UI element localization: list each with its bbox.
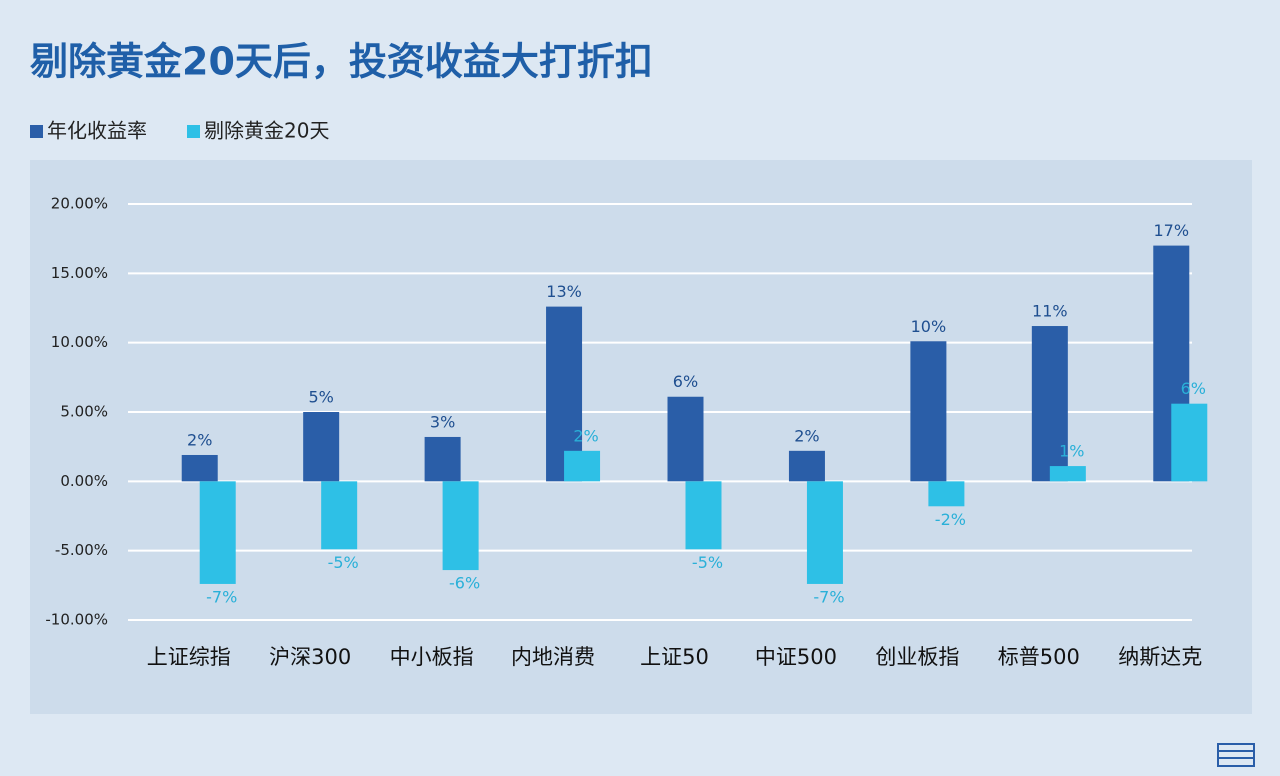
value-label: 6% [1181,379,1206,398]
bar [788,450,825,482]
legend-swatch [30,125,43,138]
bar [685,481,722,550]
plot-panel [30,160,1252,714]
bar [321,481,358,550]
bar [442,481,479,571]
bar [181,454,218,482]
y-tick-label: 20.00% [51,195,108,213]
value-label: -5% [692,553,723,572]
value-label: 3% [430,412,455,431]
x-tick-label: 创业板指 [875,645,959,669]
x-tick-label: 沪深300 [269,645,351,669]
value-label: -6% [449,574,480,593]
y-tick-label: 10.00% [51,333,108,351]
legend-label: 年化收益率 [47,119,147,143]
legend-swatch [187,125,200,138]
value-label: 17% [1153,221,1189,240]
value-label: 1% [1059,442,1084,461]
y-tick-label: -10.00% [45,611,108,629]
value-label: -7% [206,587,237,606]
y-tick-label: 0.00% [60,472,108,490]
bar [928,481,965,507]
value-label: 10% [911,317,947,336]
y-tick-label: -5.00% [55,541,108,559]
value-label: 2% [794,426,819,445]
x-tick-label: 纳斯达克 [1118,645,1202,669]
y-tick-label: 15.00% [51,264,108,282]
value-label: 5% [308,388,333,407]
bar [910,341,947,482]
x-tick-label: 标普500 [998,645,1080,669]
bar [1031,326,1068,482]
value-label: 2% [187,430,212,449]
chart-title: 剔除黄金20天后，投资收益大打折扣 [30,40,653,84]
bar [667,396,704,482]
x-tick-label: 上证综指 [147,645,231,669]
logo [1217,743,1255,767]
value-label: 2% [573,426,598,445]
value-label: 11% [1032,302,1068,321]
bar [1171,403,1208,482]
x-tick-label: 中小板指 [390,645,474,669]
bar [424,436,461,482]
y-tick-label: 5.00% [60,403,108,421]
bar [303,412,340,482]
value-label: 6% [673,372,698,391]
value-label: 13% [546,282,582,301]
bar [564,450,601,482]
bar [1049,466,1086,482]
value-label: -5% [328,553,359,572]
x-tick-label: 中证500 [755,645,837,669]
x-tick-label: 内地消费 [511,645,595,669]
legend-label: 剔除黄金20天 [204,119,329,143]
bar [806,481,843,584]
value-label: -7% [813,587,844,606]
x-tick-label: 上证50 [640,645,709,669]
value-label: -2% [935,510,966,529]
bar [199,481,236,584]
